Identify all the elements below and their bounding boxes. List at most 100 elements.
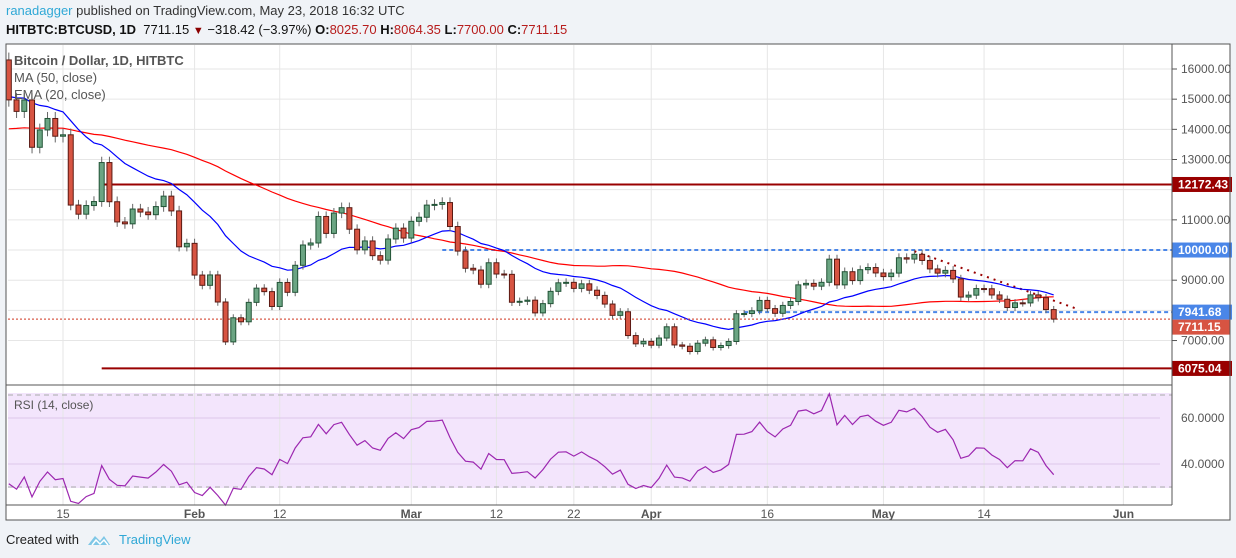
candle-down	[268, 291, 275, 307]
author-link[interactable]: ranadagger	[6, 3, 73, 18]
y-tick-label: 16000.00	[1181, 62, 1231, 76]
chart-title: Bitcoin / Dollar, 1D, HITBTC	[14, 53, 184, 68]
candle-up	[292, 264, 299, 293]
rsi-line	[8, 392, 1055, 507]
price-level-label: 10000.00	[1178, 243, 1228, 257]
tradingview-link[interactable]: TradingView	[118, 532, 191, 547]
candle-down	[493, 262, 500, 275]
candle-down	[13, 99, 20, 112]
candle-down	[67, 134, 74, 206]
created-with: Created with	[6, 532, 79, 547]
legend-rsi: RSI (14, close)	[14, 398, 93, 412]
price-level-badge	[1172, 360, 1232, 376]
price-level-badge	[1172, 319, 1230, 335]
candle-down	[919, 253, 926, 261]
candle-up	[152, 206, 159, 216]
candle-down	[609, 303, 616, 316]
candle-down	[477, 269, 484, 285]
candle-down	[996, 294, 1003, 300]
candle-up	[895, 257, 902, 274]
symbol-info: HITBTC:BTCUSD, 1D 7711.15 ▼ −318.42 (−3.…	[6, 22, 567, 37]
y-tick-label: 11000.00	[1181, 213, 1230, 227]
price-level-label: 6075.04	[1178, 361, 1222, 375]
candle-down	[601, 294, 608, 305]
chart-frame	[5, 43, 1231, 521]
x-tick-label: Feb	[184, 507, 205, 521]
candle-down	[29, 99, 36, 148]
candle-up	[702, 339, 709, 344]
x-tick-label: 12	[273, 507, 287, 521]
footer: Created with TradingView	[6, 532, 191, 547]
candle-up	[98, 162, 105, 203]
candle-up	[663, 326, 670, 339]
candle-down	[284, 281, 291, 293]
x-tick-label: Mar	[401, 507, 423, 521]
close-label: C:	[507, 22, 522, 37]
candle-up	[826, 258, 833, 283]
candle-up	[857, 269, 864, 282]
candle-down	[462, 250, 469, 269]
candle-up	[338, 207, 345, 214]
candle-up	[183, 242, 190, 248]
open-value: 8025.70	[329, 22, 377, 37]
candle-down	[168, 195, 175, 212]
candle-down	[625, 311, 632, 337]
candle-down	[810, 282, 817, 287]
tradingview-logo-icon	[87, 535, 110, 545]
candle-up	[307, 242, 314, 246]
x-tick-label: 16	[761, 507, 775, 521]
price-level-badge	[1172, 176, 1232, 192]
candle-down	[679, 344, 686, 347]
price-level-badge	[1172, 304, 1232, 320]
candle-up	[245, 301, 252, 323]
down-triangle-icon: ▼	[192, 25, 204, 37]
low-value: 7700.00	[456, 22, 504, 37]
candle-down	[981, 288, 988, 291]
open-label: O:	[315, 22, 330, 37]
candle-up	[748, 310, 755, 315]
rsi-tick-label: 40.0000	[1181, 457, 1225, 471]
candle-down	[261, 287, 268, 293]
candle-down	[764, 299, 771, 310]
candle-down	[191, 242, 198, 276]
candle-down	[648, 340, 655, 346]
rsi-tick-label: 60.0000	[1181, 411, 1225, 425]
candle-up	[253, 287, 260, 303]
candle-down	[1035, 294, 1042, 299]
candle-up	[741, 313, 748, 316]
price-change: −318.42 (−3.97%)	[207, 22, 312, 37]
candle-down	[106, 162, 113, 203]
legend-ema: EMA (20, close)	[14, 87, 106, 102]
candle-up	[617, 311, 624, 316]
candle-up	[36, 129, 43, 148]
candle-down	[632, 335, 639, 345]
candle-down	[369, 240, 376, 257]
candle-up	[911, 253, 918, 260]
candle-down	[934, 268, 941, 274]
candle-up	[230, 317, 237, 343]
candle-up	[965, 294, 972, 298]
candle-down	[1019, 302, 1026, 305]
candle-up	[803, 282, 810, 286]
candle-up	[733, 313, 740, 342]
candle-down	[834, 258, 840, 286]
y-tick-label: 7000.00	[1181, 334, 1225, 348]
candle-down	[199, 274, 206, 286]
candle-down	[772, 308, 779, 314]
candle-down	[377, 255, 384, 261]
price-level-label: 7711.15	[1178, 320, 1221, 334]
candle-up	[431, 203, 438, 206]
candle-up	[160, 195, 167, 208]
candle-up	[83, 205, 90, 215]
high-label: H:	[380, 22, 394, 37]
candle-up	[655, 337, 662, 346]
candle-down	[470, 267, 477, 271]
candle-down	[354, 228, 361, 251]
candle-down	[1042, 297, 1049, 311]
candle-down	[849, 271, 856, 282]
candle-down	[145, 211, 152, 216]
candle-up	[416, 216, 423, 222]
candle-up	[973, 288, 980, 296]
candle-up	[276, 281, 283, 307]
